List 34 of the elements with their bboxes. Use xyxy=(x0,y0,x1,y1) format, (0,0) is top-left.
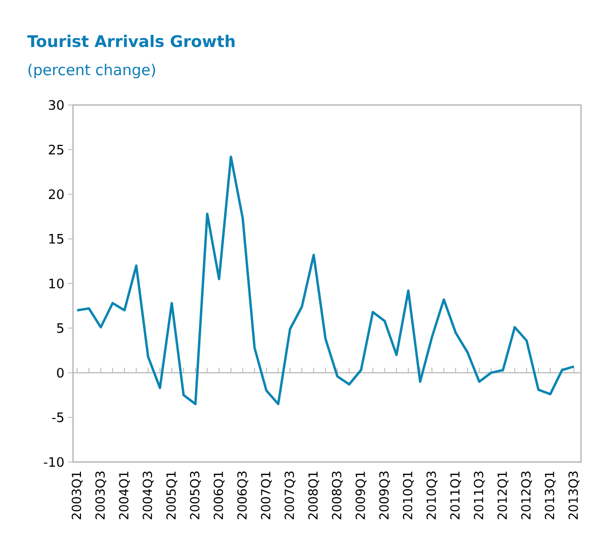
x-tick-label: 2009Q1 xyxy=(356,472,366,520)
x-tick-label: 2011Q1 xyxy=(450,472,462,520)
x-tick-label: 2005Q3 xyxy=(190,472,201,520)
x-tick-label: 2006Q1 xyxy=(214,472,225,520)
chart-subtitle: (percent change) xyxy=(28,64,156,78)
y-tick-label: -10 xyxy=(44,457,64,467)
x-tick-label: 2009Q3 xyxy=(379,472,390,520)
y-tick-label: 15 xyxy=(49,234,64,244)
line-series xyxy=(76,156,576,406)
x-tick-label: 2004Q1 xyxy=(119,472,130,520)
x-tick-label: 2011Q3 xyxy=(474,472,485,520)
x-tick-label: 2008Q3 xyxy=(332,472,343,520)
x-tick-label: 2006Q3 xyxy=(237,472,248,520)
x-tick-label: 2013Q3 xyxy=(568,472,580,520)
y-tick-label: 30 xyxy=(48,100,64,110)
x-tick-label: 2005Q1 xyxy=(166,472,178,520)
x-tick-label: 2003Q3 xyxy=(95,472,106,520)
x-tick-label: 2012Q3 xyxy=(521,472,532,520)
x-tick-label: 2010Q3 xyxy=(426,472,438,520)
y-tick-label: 25 xyxy=(48,144,64,155)
y-tick-label: 5 xyxy=(57,323,64,333)
x-tick-label: 2010Q1 xyxy=(402,472,414,520)
y-tick-label: 10 xyxy=(49,278,64,288)
y-tick-label: -5 xyxy=(52,412,64,422)
chart-title: Tourist Arrivals Growth xyxy=(27,34,235,48)
x-tick-label: 2003Q1 xyxy=(72,472,83,520)
x-tick-label: 2007Q1 xyxy=(260,472,272,520)
x-tick-label: 2008Q1 xyxy=(308,472,320,520)
x-tick-label: 2012Q1 xyxy=(497,472,508,520)
y-tick-label: 20 xyxy=(48,189,64,200)
x-tick-label: 2013Q1 xyxy=(544,472,556,520)
x-tick-label: 2004Q3 xyxy=(142,472,154,520)
y-tick-label: 0 xyxy=(57,368,64,378)
x-tick-label: 2007Q3 xyxy=(284,472,296,520)
